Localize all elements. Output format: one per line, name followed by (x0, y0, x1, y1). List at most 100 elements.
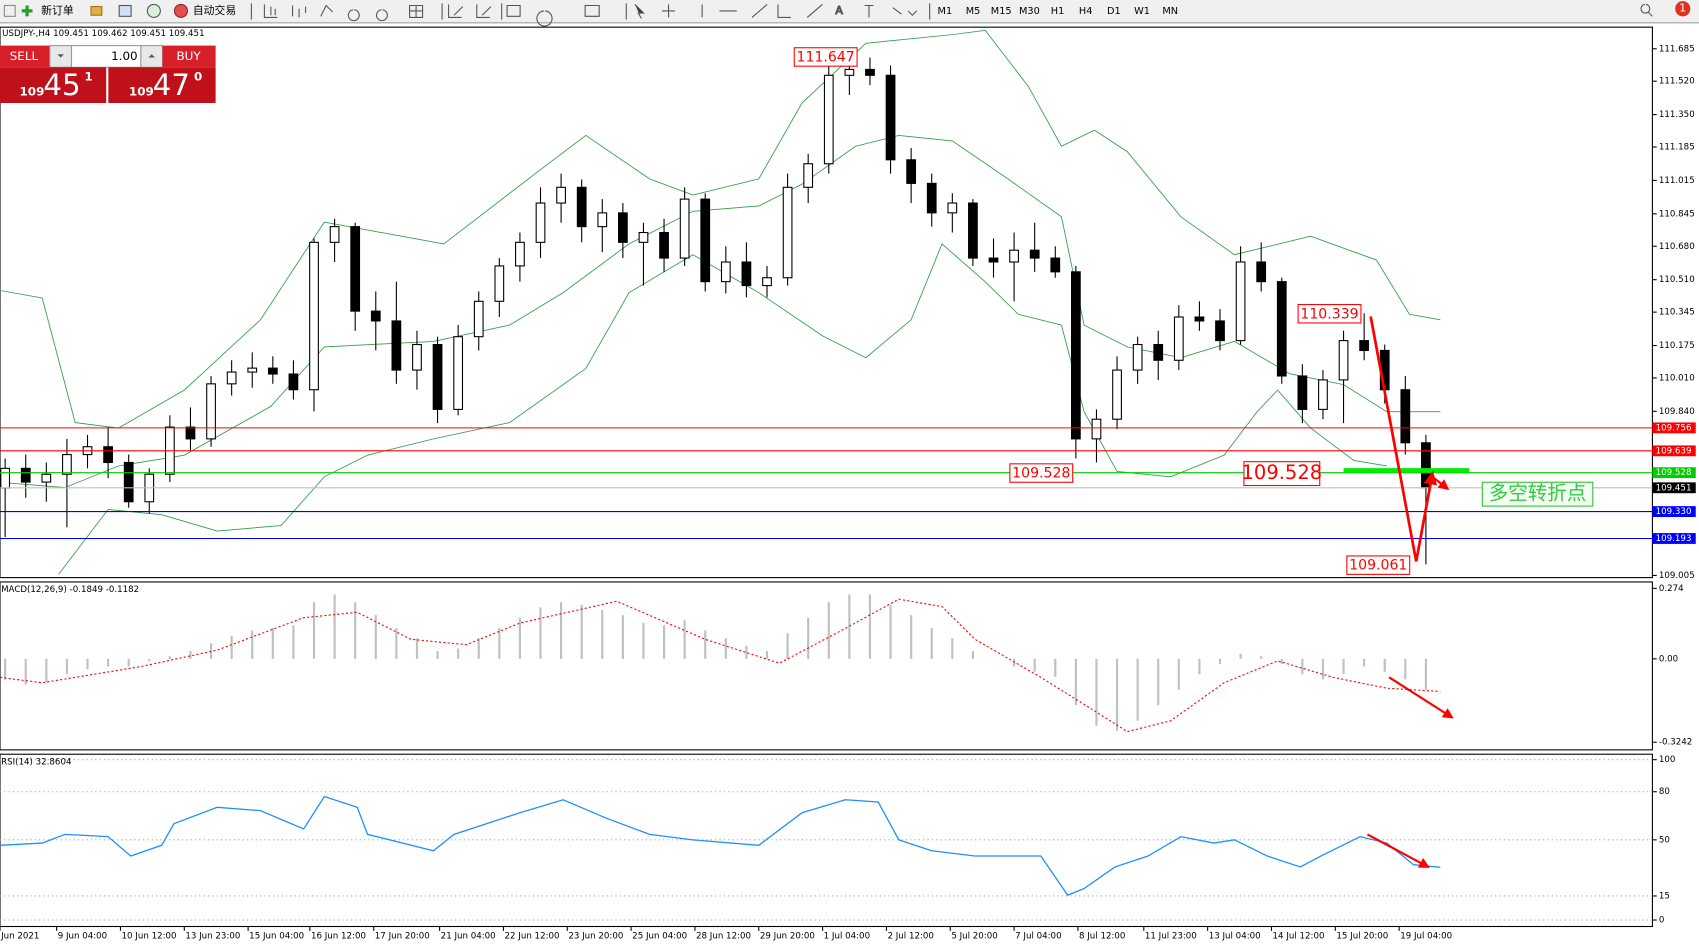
candle-body (1297, 375, 1308, 410)
timeframe-button[interactable]: W1 (1134, 6, 1150, 17)
buy-button[interactable] (162, 45, 216, 68)
candle-body (1276, 281, 1287, 377)
candle-body (803, 163, 814, 188)
level-label: 109.528 (1012, 466, 1070, 482)
new-order-button[interactable]: 新订单 (41, 3, 74, 17)
candle-body (1070, 271, 1081, 440)
candle-body (638, 231, 649, 243)
notification-badge[interactable] (1675, 1, 1691, 17)
candle-body (720, 261, 731, 283)
timeframe-button[interactable]: MN (1162, 6, 1178, 17)
candle-body (576, 186, 587, 228)
timeframe-button[interactable]: H4 (1079, 6, 1093, 17)
signal-line (0, 598, 1441, 733)
rsi-line (0, 795, 1441, 896)
axes: 111.685 111.520 111.350 111.185 111.015 110.8… (0, 44, 1696, 942)
y-tick-label: 111.520 (1659, 77, 1695, 87)
chart-header: USDJPY-,H4 109.451 109.462 109.451 109.4… (2, 29, 204, 39)
x-tick-label: 23 Jun 20:00 (568, 932, 623, 942)
timeframe-button[interactable]: M15 (991, 6, 1012, 17)
candle-body (206, 383, 216, 440)
price-level-tag (1652, 445, 1696, 457)
svg-text:A: A (835, 4, 843, 17)
annotations: 111.647 109.528 109.528 110.339 109.061 … (793, 47, 1594, 868)
x-tick-label: 17 Jun 20:00 (375, 932, 430, 942)
candle-body (947, 202, 958, 214)
candle-body (370, 310, 381, 322)
candle-body (885, 74, 896, 161)
candle-body (968, 202, 978, 259)
timeframe-button[interactable]: M30 (1019, 6, 1040, 17)
x-tick-label: 13 Jun 23:00 (185, 932, 240, 942)
y-tick-label: 111.350 (1659, 110, 1695, 120)
sell-price-box[interactable] (0, 67, 107, 104)
sell-button[interactable] (0, 45, 50, 68)
candle-body (391, 320, 402, 371)
high-label: 111.647 (797, 50, 855, 66)
sell-price-main: 45 (43, 68, 80, 102)
candle-body (1009, 249, 1019, 263)
buy-label: BUY (176, 49, 201, 63)
candle-body (1359, 340, 1370, 351)
y-tick-label: 0.274 (1659, 584, 1684, 594)
y-tick-label: 110.510 (1659, 275, 1695, 285)
toolbar (0, 0, 1699, 23)
candle-body (226, 371, 237, 385)
auto-trading-button[interactable]: 自动交易 (193, 3, 236, 17)
candle-body (494, 265, 505, 302)
turning-point-label: 多空转折点 (1489, 482, 1587, 505)
x-tick-label: 29 Jun 20:00 (760, 932, 815, 942)
sell-price-pip: 1 (85, 70, 93, 84)
label-box (793, 47, 858, 67)
price-plot (0, 29, 1653, 575)
x-tick-label: 7 Jul 04:00 (1015, 932, 1061, 942)
x-tick-label: 14 Jul 12:00 (1273, 932, 1325, 942)
y-tick-label: 110.680 (1659, 242, 1695, 252)
candle-body (741, 261, 752, 287)
candle-body (0, 467, 11, 489)
timeframes: M1 M5 M15 M30 H1 H4 D1 W1 MN (938, 6, 1179, 17)
x-tick-label: 13 Jul 04:00 (1209, 932, 1261, 942)
candle-body (1194, 316, 1205, 322)
buy-price-box[interactable] (108, 67, 216, 104)
y-tick-label: 15 (1659, 891, 1670, 901)
level-label: 109.528 (1242, 461, 1323, 484)
candle-body (412, 343, 422, 371)
trend-arrow (1369, 316, 1438, 562)
label-box (1481, 481, 1594, 507)
x-tick-label: 21 Jun 04:00 (441, 932, 496, 942)
price-level-label: 109.639 (1656, 446, 1692, 456)
candle-body (473, 300, 484, 338)
timeframe-button[interactable]: M5 (966, 6, 981, 17)
candle-body (865, 68, 875, 76)
x-tick-label: 1 Jul 04:00 (824, 932, 870, 942)
candle-body (823, 74, 834, 165)
swing-high-label: 110.339 (1300, 306, 1358, 322)
candle-body (679, 198, 690, 259)
y-tick-label: 0 (1659, 916, 1665, 926)
buy-price-prefix: 109 (129, 85, 154, 99)
timeframe-button[interactable]: D1 (1107, 6, 1121, 17)
candle-body (535, 202, 546, 243)
candle-body (453, 336, 464, 410)
rsi-arrow (1366, 833, 1431, 868)
candle-body (556, 186, 566, 204)
macd-plot (0, 594, 1441, 733)
timeframe-button[interactable]: M1 (938, 6, 953, 17)
timeframe-button[interactable]: H1 (1051, 6, 1065, 17)
y-tick-label: 111.185 (1659, 143, 1695, 153)
x-tick-label: 15 Jun 04:00 (249, 932, 304, 942)
y-tick-label: 111.015 (1659, 176, 1695, 186)
price-level-label: 109.330 (1656, 507, 1692, 517)
candle-body (1215, 320, 1225, 342)
price-level-tag (1652, 533, 1696, 544)
candle-body (41, 473, 52, 483)
candle-body (1400, 389, 1411, 444)
label-box (1297, 304, 1362, 324)
y-tick-label: 80 (1659, 787, 1670, 797)
y-tick-label: 109.005 (1659, 571, 1695, 581)
candle-body (1091, 418, 1102, 440)
x-tick-label: 8 Jul 12:00 (1079, 932, 1125, 942)
candle-body (1173, 316, 1184, 361)
